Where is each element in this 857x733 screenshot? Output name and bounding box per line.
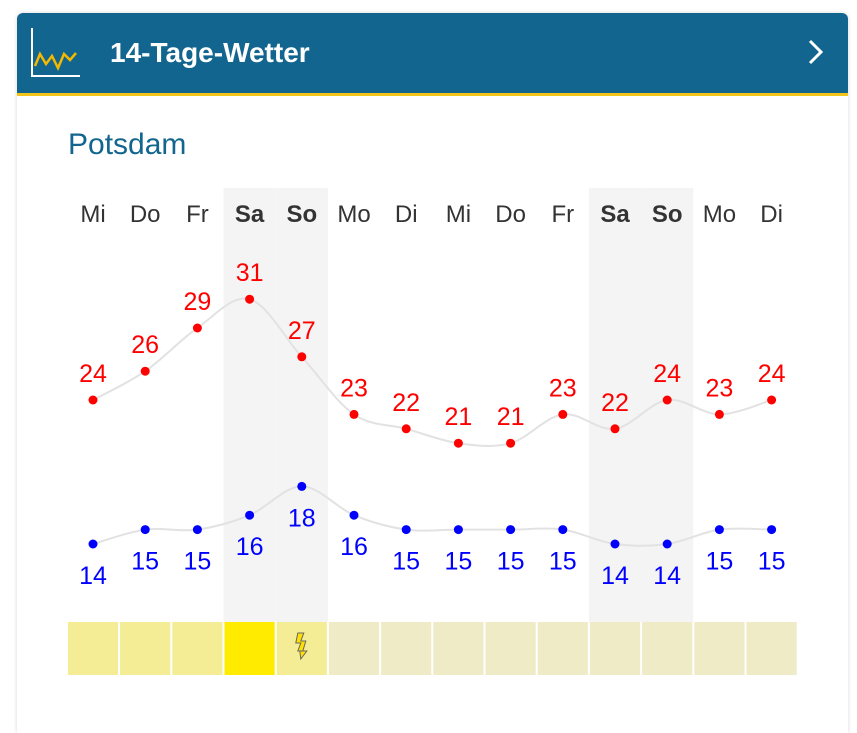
day-label: So	[652, 201, 683, 228]
data-point	[662, 395, 672, 405]
line-chart-icon	[31, 28, 80, 77]
day-label: Sa	[600, 201, 630, 228]
header-title: 14-Tage-Wetter	[110, 37, 310, 68]
day-label: So	[286, 201, 317, 228]
sunshine-cell	[694, 622, 745, 675]
sunshine-cell	[642, 622, 693, 675]
value-label: 24	[653, 360, 681, 388]
day-label: Do	[130, 201, 161, 228]
value-label: 18	[288, 504, 316, 532]
chevron-right-icon[interactable]	[806, 35, 826, 69]
value-label: 27	[288, 317, 316, 345]
data-point	[140, 366, 150, 376]
value-label: 14	[601, 562, 629, 590]
sunshine-cell	[589, 622, 641, 675]
data-point	[297, 352, 307, 362]
data-point	[610, 424, 620, 434]
data-point	[506, 438, 516, 448]
weekend-shade	[641, 188, 694, 622]
data-point	[506, 525, 516, 535]
sunshine-cell	[537, 622, 588, 675]
value-label: 14	[79, 562, 107, 590]
value-label: 15	[549, 548, 577, 576]
data-point	[192, 525, 202, 535]
data-point	[453, 525, 463, 535]
thunderstorm-icon	[295, 632, 308, 661]
day-label: Mi	[80, 201, 105, 228]
value-label: 24	[79, 360, 107, 388]
data-point	[558, 409, 568, 419]
value-label: 15	[444, 548, 472, 576]
data-point	[767, 525, 777, 535]
value-label: 16	[340, 533, 368, 561]
data-point	[610, 539, 620, 549]
data-point	[88, 539, 98, 549]
series-line-0	[92, 297, 772, 447]
weekend-shade	[275, 188, 328, 622]
data-point	[349, 409, 359, 419]
data-point	[401, 424, 411, 434]
forecast-card: 14-Tage-Wetter	[17, 13, 848, 733]
value-label: 15	[705, 548, 733, 576]
city-name: Potsdam	[68, 128, 187, 161]
value-label: 14	[653, 562, 681, 590]
day-label: Sa	[235, 201, 265, 228]
sunshine-cell	[120, 622, 171, 675]
day-label: Di	[760, 201, 783, 228]
temperature-chart: Mi Do Fr Sa So Mo Di Mi Do Fr Sa So Mo Di 24 26 29 31 27 23…	[67, 188, 797, 675]
sunshine-cell	[172, 622, 223, 675]
value-label: 21	[497, 403, 525, 431]
data-point	[88, 395, 98, 405]
value-label: 16	[236, 533, 264, 561]
data-point	[662, 539, 672, 549]
sunshine-cell	[328, 622, 380, 675]
sunshine-cell	[485, 622, 536, 675]
sunshine-cell	[381, 622, 432, 675]
value-label: 15	[183, 548, 211, 576]
value-label: 22	[392, 389, 420, 417]
day-label: Di	[395, 201, 418, 228]
value-label: 31	[236, 259, 264, 287]
data-point	[245, 294, 255, 304]
day-label: Fr	[551, 201, 574, 228]
day-label: Fr	[186, 201, 209, 228]
data-point	[349, 510, 359, 520]
day-label: Mo	[337, 201, 370, 228]
value-label: 23	[340, 374, 368, 402]
data-point	[714, 525, 724, 535]
data-point	[767, 395, 777, 405]
value-label: 23	[549, 374, 577, 402]
data-point	[192, 323, 202, 333]
sunshine-cell	[67, 622, 119, 675]
data-point	[714, 409, 724, 419]
value-label: 15	[497, 548, 525, 576]
sunshine-cell	[746, 622, 797, 675]
value-label: 15	[758, 548, 786, 576]
data-point	[453, 438, 463, 448]
data-point	[297, 481, 307, 491]
value-label: 26	[131, 331, 159, 359]
day-label: Do	[495, 201, 526, 228]
data-point	[245, 510, 255, 520]
day-label: Mo	[703, 201, 736, 228]
forecast-header[interactable]: 14-Tage-Wetter	[17, 13, 848, 96]
value-label: 23	[705, 374, 733, 402]
data-point	[401, 525, 411, 535]
value-label: 24	[758, 360, 786, 388]
value-label: 15	[131, 548, 159, 576]
sunshine-cell	[433, 622, 484, 675]
weekend-shade	[588, 188, 642, 622]
sunshine-cell	[224, 622, 275, 675]
value-label: 15	[392, 548, 420, 576]
value-label: 21	[444, 403, 472, 431]
day-label: Mi	[446, 201, 471, 228]
data-point	[140, 525, 150, 535]
weekend-shade	[223, 188, 276, 622]
value-label: 29	[183, 288, 211, 316]
value-label: 22	[601, 389, 629, 417]
data-point	[558, 525, 568, 535]
